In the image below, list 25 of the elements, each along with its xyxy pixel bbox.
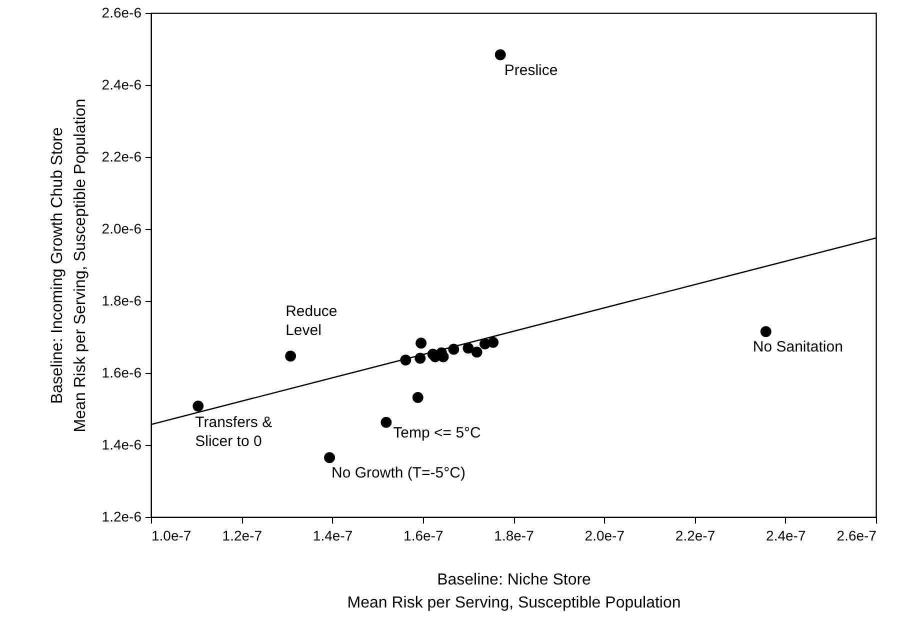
x-tick-label: 2.4e-7	[766, 528, 806, 544]
x-tick-label: 1.2e-7	[222, 528, 262, 544]
x-tick-label: 2.0e-7	[584, 528, 625, 544]
y-tick-label: 2.6e-6	[102, 4, 142, 20]
x-tick-label: 1.8e-7	[494, 528, 534, 544]
y-axis-title: Baseline: Incoming Growth Chub Store Mean Risk per Serving, Susceptible Population	[48, 98, 89, 432]
annotation: Temp <= 5°C	[393, 424, 482, 442]
annotation: No Growth (T=-5°C)	[332, 464, 466, 482]
x-tick-label: 1.4e-7	[312, 528, 353, 544]
y-tick-label: 1.8e-6	[102, 292, 142, 308]
annotation: Reduce Level	[286, 303, 338, 340]
x-tick-label: 1.0e-7	[152, 528, 192, 544]
y-tick-label: 1.6e-6	[102, 364, 142, 380]
annotation: No Sanitation	[752, 338, 843, 356]
y-tick-label: 1.2e-6	[102, 508, 142, 524]
x-tick-label: 2.6e-7	[836, 528, 877, 544]
y-tick-label: 1.4e-6	[102, 436, 142, 452]
x-axis-title: Baseline: Niche Store Mean Risk per Serving, Susceptible Population	[347, 572, 681, 612]
y-tick-label: 2.4e-6	[102, 76, 142, 92]
annotation: Transfers & Slicer to 0	[195, 414, 272, 450]
x-tick-label: 1.6e-7	[404, 528, 444, 544]
y-tick-label: 2.0e-6	[102, 220, 142, 236]
y-tick-label: 2.2e-6	[102, 148, 142, 164]
annotation: Preslice	[504, 62, 558, 79]
x-tick-label: 2.2e-7	[675, 528, 716, 544]
